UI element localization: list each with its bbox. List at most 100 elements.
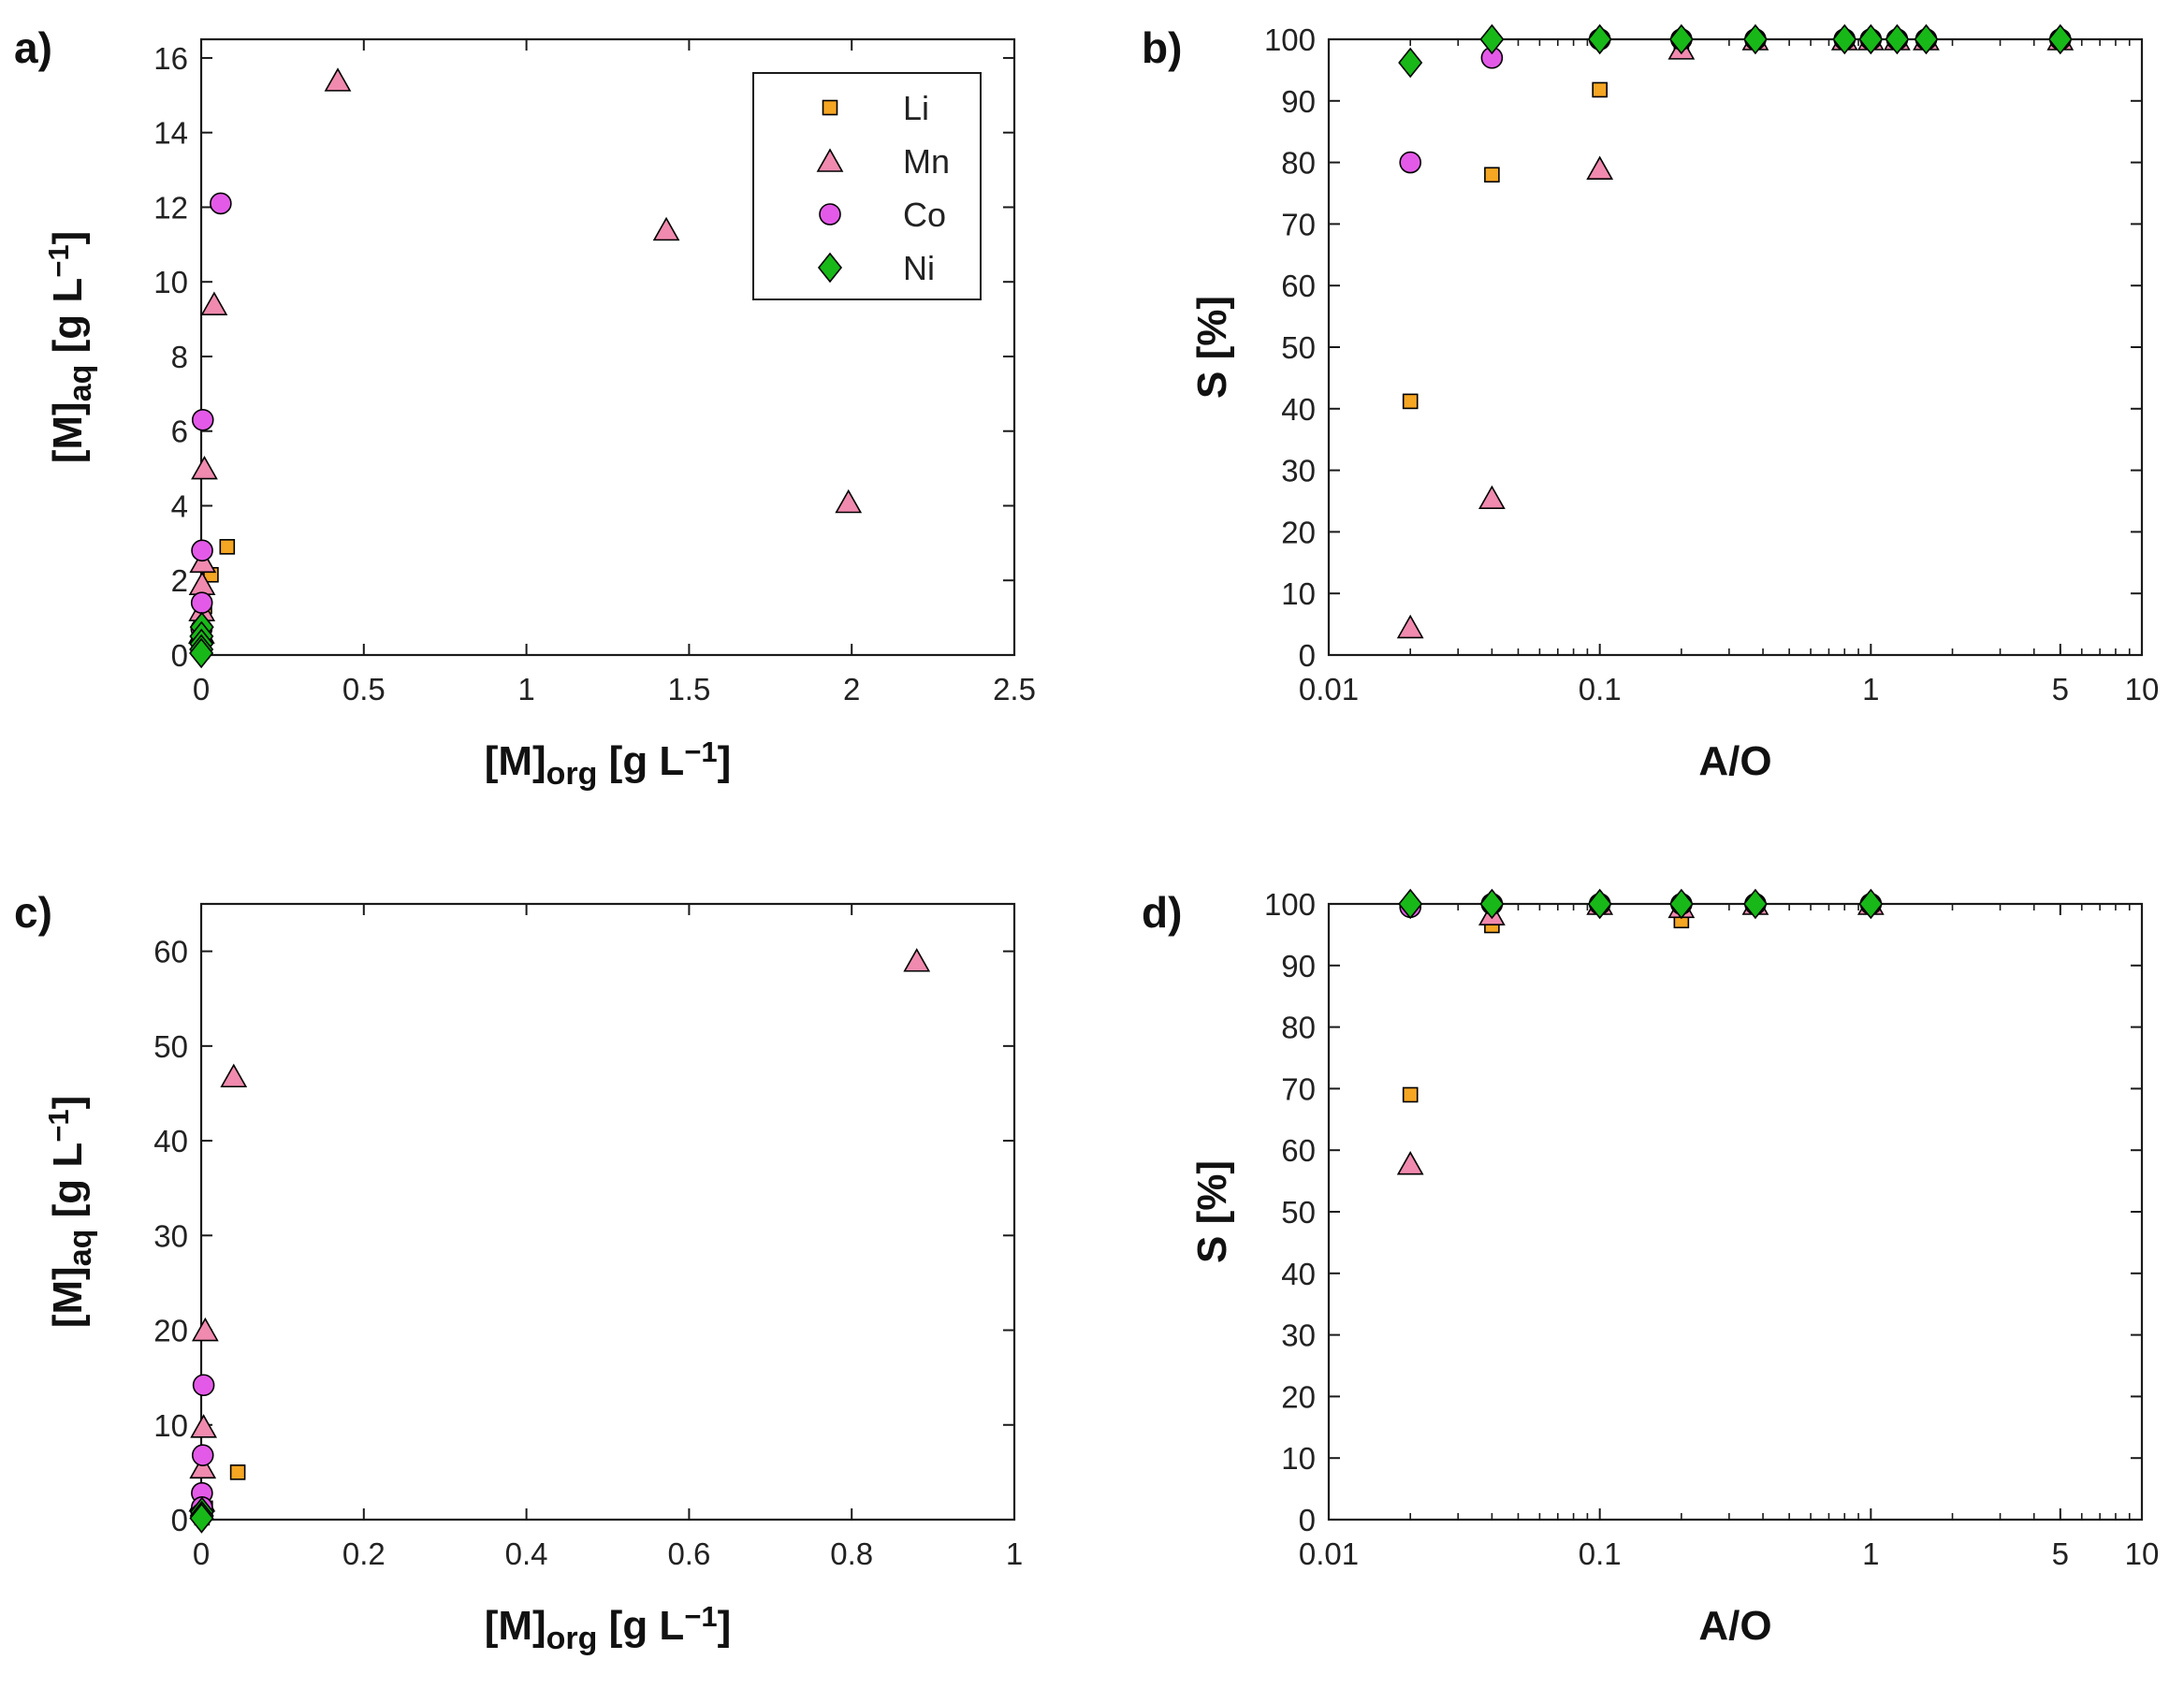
data-point-ni [1742, 888, 1768, 920]
series-ni [1398, 23, 2073, 79]
y-tick-label: 0 [171, 1503, 188, 1537]
y-tick-label: 20 [153, 1314, 188, 1348]
y-axis-label: [M]aq [g L−1] [42, 231, 98, 464]
y-tick-label: 60 [1281, 269, 1316, 303]
data-point-ni [1914, 23, 1939, 55]
data-point-mn [324, 67, 352, 92]
plot-frame [199, 902, 1016, 1522]
x-tick-label: 1 [1862, 1536, 1879, 1571]
y-tick-label: 20 [1281, 1379, 1316, 1414]
series-ni [1398, 888, 1884, 920]
y-axis-label: S [%] [1189, 296, 1235, 399]
x-tick-label: 0.4 [505, 1536, 548, 1571]
data-point-li [1484, 167, 1500, 183]
y-tick-label: 80 [1281, 1011, 1316, 1045]
y-tick-label: 10 [153, 265, 188, 299]
y-tick-label: 30 [153, 1218, 188, 1253]
data-point-co [191, 408, 214, 431]
y-axis-label: S [%] [1189, 1160, 1235, 1263]
y-axis-label: [M]aq [g L−1] [42, 1096, 98, 1329]
data-point-ni [2047, 23, 2073, 55]
y-tick-label: 50 [1281, 1195, 1316, 1230]
x-axis-label: [M]org [g L−1] [485, 1600, 732, 1656]
x-tick-label: 0.01 [1299, 672, 1359, 706]
y-tick-label: 12 [153, 190, 188, 225]
data-point-mn [835, 488, 863, 514]
y-tick-label: 0 [1299, 1503, 1316, 1537]
plot-frame [199, 37, 1016, 657]
data-point-ni [1587, 23, 1612, 55]
data-point-li [1592, 81, 1608, 98]
data-point-ni [1858, 23, 1884, 55]
y-tick-label: 100 [1264, 887, 1316, 922]
data-point-ni [1398, 47, 1423, 79]
y-tick-label: 60 [153, 935, 188, 969]
plot-frame [1327, 902, 2144, 1522]
data-point-ni [1832, 23, 1857, 55]
y-tick-label: 80 [1281, 146, 1316, 181]
series-li [1402, 897, 1879, 1103]
y-tick-label: 14 [153, 116, 188, 151]
data-point-li [1402, 393, 1419, 410]
x-tick-label: 0 [193, 672, 210, 706]
series-mn [188, 948, 931, 1512]
panel-label: b) [1142, 23, 1182, 72]
x-tick-label: 10 [2125, 1536, 2160, 1571]
x-axis-label: A/O [1698, 738, 1771, 784]
data-point-ni [1479, 23, 1505, 55]
series-co [1399, 28, 2072, 174]
data-point-ni [1885, 23, 1910, 55]
y-tick-label: 8 [171, 340, 188, 374]
legend-marker-mn [816, 148, 844, 172]
series-co [1399, 893, 1883, 919]
x-tick-label: 0 [193, 1536, 210, 1571]
panel-label: d) [1142, 888, 1182, 937]
panel-label: a) [14, 23, 52, 72]
data-point-mn [191, 455, 218, 480]
data-point-li [229, 1464, 246, 1480]
series-mn [1396, 26, 2075, 639]
x-tick-label: 0.1 [1579, 1536, 1622, 1571]
data-point-co [192, 1374, 215, 1397]
data-point-mn [190, 1414, 217, 1438]
data-point-ni [1587, 888, 1612, 920]
x-tick-label: 0.1 [1579, 672, 1622, 706]
data-point-ni [1479, 888, 1505, 920]
data-point-mn [1586, 155, 1614, 180]
panel-c: 0 10 20 30 40 50 60 0 0.2 0.4 0.6 0.8 1 [M]org [g L−1… [14, 888, 1023, 1656]
series-ni [189, 1496, 214, 1534]
x-tick-label: 0.8 [830, 1536, 873, 1571]
y-tick-label: 60 [1281, 1133, 1316, 1168]
panel-d: 0 10 20 30 40 50 60 70 80 90 100 0.01 0.1 1 5 10 A/O S [%… [1142, 887, 2159, 1649]
plot-frame [1327, 37, 2144, 657]
data-point-ni [1858, 888, 1884, 920]
x-tick-label: 1.5 [667, 672, 710, 706]
y-tick-label: 40 [1281, 392, 1316, 427]
legend-label-li: Li [903, 89, 929, 127]
y-tick-label: 0 [1299, 638, 1316, 673]
data-point-ni [1668, 888, 1694, 920]
x-axis-label: A/O [1698, 1603, 1771, 1649]
x-tick-label: 2 [843, 672, 860, 706]
legend-box [752, 72, 982, 300]
y-tick-label: 0 [171, 638, 188, 673]
data-point-ni [189, 1503, 214, 1534]
x-tick-label: 5 [2052, 1536, 2069, 1571]
y-tick-label: 30 [1281, 454, 1316, 488]
data-point-ni [1668, 23, 1694, 55]
y-tick-label: 40 [1281, 1257, 1316, 1291]
data-point-mn [652, 216, 680, 241]
data-point-mn [220, 1063, 248, 1088]
y-tick-label: 10 [1281, 1441, 1316, 1476]
data-point-co [210, 192, 232, 215]
legend-marker-ni [817, 252, 843, 284]
data-point-li [219, 539, 236, 555]
data-point-co [1399, 151, 1421, 174]
series-li [1402, 31, 2069, 410]
y-tick-label: 2 [171, 563, 188, 598]
x-axis-label: [M]org [g L−1] [485, 735, 732, 792]
data-point-co [190, 591, 213, 614]
series-mn [1396, 891, 1885, 1175]
data-point-mn [189, 1454, 217, 1479]
